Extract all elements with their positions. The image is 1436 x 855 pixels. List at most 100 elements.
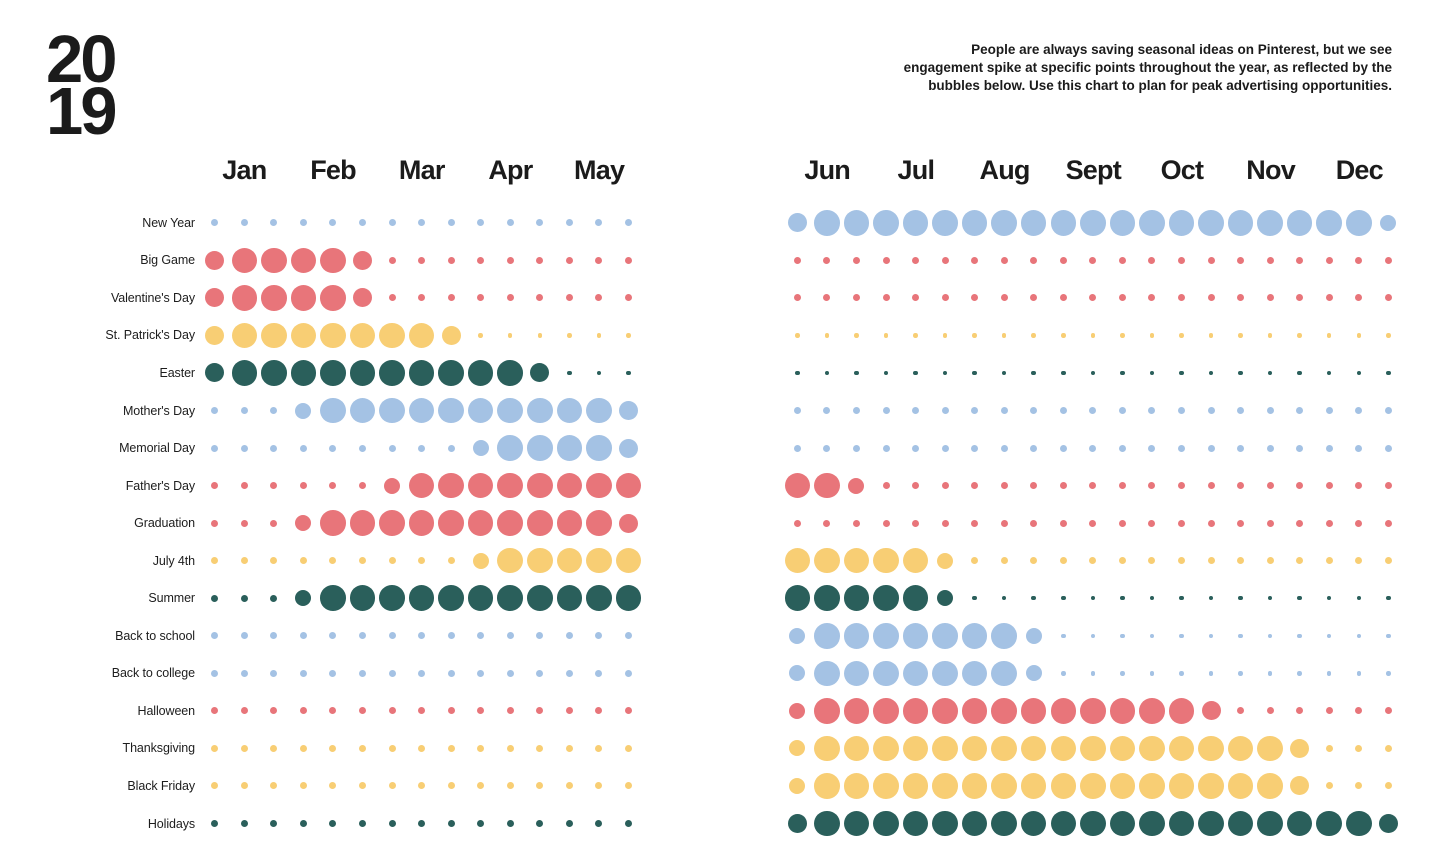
engagement-bubble (270, 444, 278, 452)
engagement-bubble (1148, 256, 1156, 264)
engagement-bubble (843, 735, 870, 762)
engagement-bubble (873, 773, 899, 799)
bubble-cell (783, 317, 813, 355)
engagement-bubble (932, 660, 958, 687)
engagement-bubble (240, 557, 248, 565)
cells-jun-dec (783, 767, 1403, 805)
bubble-cell (436, 504, 466, 542)
bubble-cell (1344, 655, 1374, 693)
engagement-bubble (231, 285, 258, 311)
bubble-cell (842, 279, 872, 317)
engagement-bubble (438, 510, 464, 536)
bubble-cell (348, 542, 378, 580)
bubble-cell (930, 579, 960, 617)
bubble-cell (377, 617, 407, 655)
event-row-big-game: Big Game (0, 242, 1404, 280)
engagement-bubble (1386, 370, 1391, 376)
engagement-bubble (793, 294, 801, 302)
bubble-cell (1167, 317, 1197, 355)
engagement-bubble (991, 735, 1017, 762)
engagement-bubble (477, 256, 485, 264)
engagement-bubble (418, 444, 426, 452)
engagement-bubble (1000, 557, 1008, 565)
bubble-cell (555, 542, 585, 580)
bubble-cell (318, 617, 348, 655)
engagement-bubble (1297, 595, 1302, 601)
engagement-bubble (467, 585, 494, 611)
engagement-bubble (882, 519, 890, 527)
bubble-cell (1167, 692, 1197, 730)
engagement-bubble (1030, 256, 1038, 264)
bubble-cell (960, 279, 990, 317)
bubble-cell (377, 392, 407, 430)
bubble-cell (1078, 467, 1108, 505)
bubble-cell (1137, 242, 1167, 280)
engagement-bubble (388, 820, 396, 828)
event-row-halloween: Halloween (0, 692, 1404, 730)
engagement-bubble (586, 585, 612, 611)
engagement-bubble (1237, 444, 1245, 452)
bubble-cell (960, 805, 990, 843)
engagement-bubble (1356, 633, 1361, 639)
engagement-bubble (1148, 444, 1156, 452)
engagement-bubble (290, 285, 317, 311)
bubble-cell (901, 429, 931, 467)
engagement-bubble (205, 363, 225, 383)
engagement-bubble (527, 435, 553, 461)
engagement-bubble (1179, 671, 1184, 676)
bubble-cell (989, 354, 1019, 392)
cells-jun-dec (783, 805, 1403, 843)
bubble-cell (1344, 542, 1374, 580)
bubble-cell (495, 542, 525, 580)
engagement-bubble (1355, 782, 1363, 790)
bubble-cell (1078, 542, 1108, 580)
bubble-cell (200, 730, 230, 768)
bubble-cell (871, 730, 901, 768)
engagement-bubble (1237, 294, 1245, 302)
bubble-cell (289, 542, 319, 580)
bubble-cell (1314, 617, 1344, 655)
bubble-cell (200, 655, 230, 693)
bubble-cell (1285, 242, 1315, 280)
bubble-cell (1374, 204, 1404, 242)
engagement-bubble (418, 744, 426, 752)
engagement-bubble (231, 247, 258, 274)
engagement-bubble (789, 740, 806, 757)
bubble-cell (842, 542, 872, 580)
bubble-cell (1167, 655, 1197, 693)
month-label-jul: Jul (897, 154, 935, 185)
engagement-bubble (388, 294, 396, 302)
bubble-cell (1196, 767, 1226, 805)
engagement-bubble (1326, 633, 1332, 639)
bubble-cell (1374, 317, 1404, 355)
engagement-bubble (787, 814, 807, 834)
engagement-bubble (1201, 701, 1221, 721)
engagement-bubble (1286, 210, 1313, 236)
bubble-cell (525, 655, 555, 693)
event-label: Big Game (140, 253, 195, 268)
year-title-line1: 20 (46, 22, 118, 97)
bubble-cell (614, 504, 644, 542)
engagement-bubble (902, 773, 929, 799)
bubble-cell (407, 542, 437, 580)
bubble-cell (1226, 542, 1256, 580)
bubble-cell (901, 504, 931, 542)
engagement-bubble (1139, 810, 1165, 837)
engagement-bubble (299, 782, 307, 790)
engagement-bubble (320, 247, 346, 274)
engagement-bubble (1177, 519, 1185, 527)
bubble-cell (1344, 504, 1374, 542)
bubble-cell (1137, 317, 1167, 355)
bubble-cell (1255, 242, 1285, 280)
bubble-cell (989, 805, 1019, 843)
bubble-cell (1078, 392, 1108, 430)
engagement-bubble (1356, 333, 1361, 338)
engagement-bubble (447, 744, 455, 752)
engagement-bubble (1208, 370, 1214, 376)
bubble-cell (960, 692, 990, 730)
bubble-cell (555, 317, 585, 355)
engagement-bubble (824, 370, 830, 376)
engagement-bubble (991, 623, 1017, 649)
bubble-cell (1167, 730, 1197, 768)
bubble-cell (1078, 204, 1108, 242)
